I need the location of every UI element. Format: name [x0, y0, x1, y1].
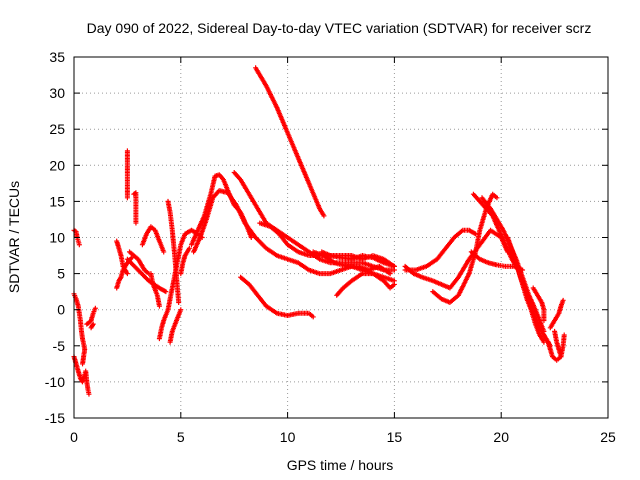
series-arc-04: [84, 305, 98, 327]
y-tick-label: 25: [49, 121, 65, 137]
series-arc-11: [127, 249, 152, 277]
y-tick-label: 15: [49, 193, 65, 209]
point-markers: [530, 285, 547, 324]
point-markers: [552, 328, 567, 360]
point-markers: [124, 148, 130, 201]
chart-title: Day 090 of 2022, Sidereal Day-to-day VTE…: [87, 20, 592, 36]
series-arc-08: [124, 148, 130, 201]
y-tick-label: -15: [45, 410, 65, 426]
series-arc-34: [530, 285, 547, 324]
x-tick-label: 15: [387, 429, 403, 445]
y-tick-label: 35: [49, 49, 65, 65]
point-markers: [84, 305, 98, 327]
point-markers: [253, 65, 327, 219]
point-markers: [165, 198, 182, 305]
series-arc-26: [334, 271, 397, 298]
point-markers: [148, 271, 162, 309]
series-arc-10: [124, 256, 169, 295]
series-arc-12: [139, 224, 167, 255]
series-arc-21: [238, 274, 316, 320]
point-markers: [139, 224, 167, 255]
x-axis-label: GPS time / hours: [287, 457, 394, 473]
series-arc-22: [253, 65, 327, 219]
series-arc-16: [167, 307, 184, 345]
y-tick-label: 30: [49, 85, 65, 101]
point-markers: [88, 321, 96, 331]
point-markers: [114, 238, 130, 277]
point-markers: [505, 235, 553, 349]
point-markers: [545, 339, 564, 363]
grid-lines: [74, 57, 608, 418]
data-points: [71, 65, 567, 397]
point-markers: [402, 227, 479, 273]
series-arc-15: [165, 198, 182, 305]
point-markers: [178, 245, 192, 277]
series-arc-06: [114, 238, 130, 277]
point-markers: [310, 249, 393, 277]
x-tick-label: 5: [177, 429, 185, 445]
series-arc-35: [545, 339, 564, 363]
x-tick-label: 25: [600, 429, 616, 445]
y-tick-label: 20: [49, 157, 65, 173]
series-arc-28: [402, 227, 479, 273]
point-markers: [547, 297, 566, 331]
series-arc-17: [178, 245, 192, 277]
point-markers: [124, 256, 169, 295]
series-arc-13: [148, 271, 162, 309]
series-arc-05: [88, 321, 96, 331]
point-markers: [319, 249, 397, 269]
y-axis-label: SDTVAR / TECUs: [6, 181, 22, 293]
series-arc-09: [131, 190, 139, 226]
y-tick-label: -5: [53, 338, 66, 354]
series-arc-24: [310, 249, 393, 277]
x-tick-label: 20: [493, 429, 509, 445]
point-markers: [167, 307, 184, 345]
series-arc-36: [547, 297, 566, 331]
y-tick-label: 10: [49, 230, 65, 246]
point-markers: [127, 249, 152, 277]
series-arc-37: [552, 328, 567, 360]
y-tick-label: 5: [57, 266, 65, 282]
series-arc-33: [505, 235, 553, 349]
point-markers: [238, 274, 316, 320]
axis-ticks: 0 5 10 15 20 25 -15 -10 -5 0 5 10 15 20 25 30 35: [45, 49, 616, 445]
series-arc-25: [319, 249, 397, 269]
point-markers: [131, 190, 139, 226]
x-tick-label: 10: [280, 429, 296, 445]
y-tick-label: -10: [45, 374, 65, 390]
y-tick-label: 0: [57, 302, 65, 318]
x-tick-label: 0: [70, 429, 78, 445]
point-markers: [334, 271, 397, 298]
